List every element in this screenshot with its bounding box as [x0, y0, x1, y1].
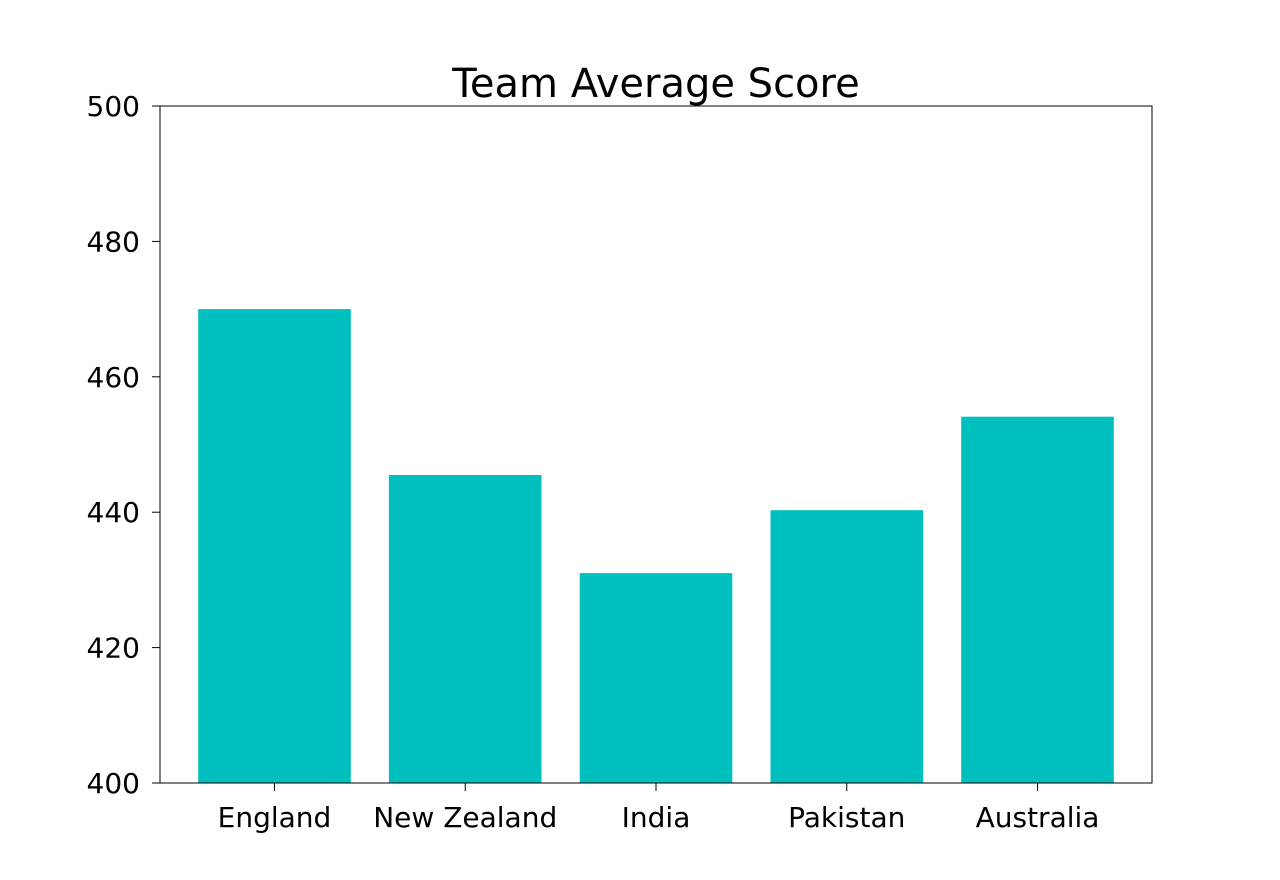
chart-title: Team Average Score — [451, 61, 859, 107]
bar-new-zealand — [388, 475, 542, 783]
bars-layer — [198, 309, 1114, 783]
bar-england — [198, 309, 351, 783]
x-tick-label: Australia — [976, 801, 1100, 834]
x-tick-label: New Zealand — [373, 801, 557, 834]
y-tick-label: 500 — [87, 90, 140, 123]
bar-australia — [961, 416, 1114, 783]
bar-pakistan — [770, 510, 924, 783]
y-tick-label: 440 — [87, 496, 140, 529]
bar-india — [579, 573, 733, 783]
x-tick-label: England — [218, 801, 332, 834]
y-axis: 400 420 440 460 480 500 — [87, 90, 160, 800]
y-tick-label: 420 — [87, 632, 140, 665]
x-tick-label: India — [622, 801, 691, 834]
y-tick-label: 400 — [87, 767, 140, 800]
x-tick-label: Pakistan — [788, 801, 905, 834]
y-tick-label: 480 — [87, 225, 140, 258]
y-tick-label: 460 — [87, 361, 140, 394]
x-axis: England New Zealand India Pakistan Australia — [218, 783, 1100, 834]
